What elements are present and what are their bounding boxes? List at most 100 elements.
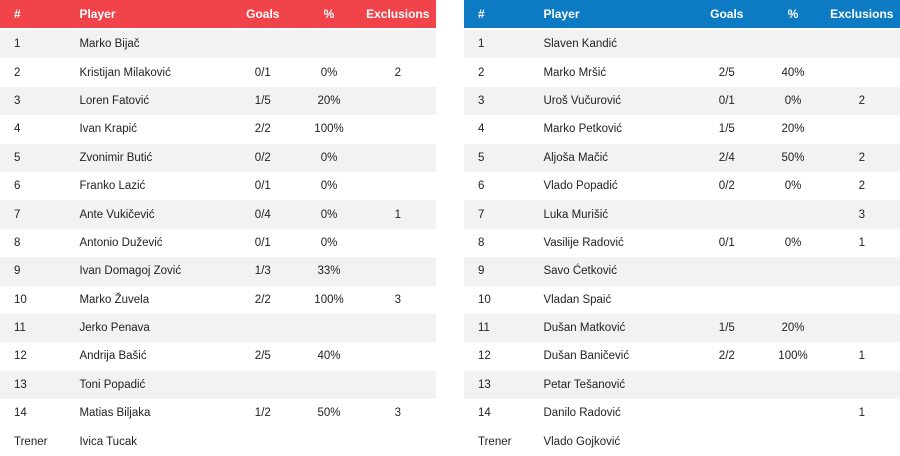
player-name[interactable]: Franko Lazić [79, 171, 228, 201]
away-team-rows: 1 Slaven Kandić 2 Marko Mršić 2/5 40% 3 Uroš Vu… [464, 29, 900, 456]
player-number: 13 [0, 370, 80, 400]
player-percent: 100% [762, 342, 824, 371]
player-goals: 2/5 [227, 342, 299, 371]
player-name[interactable]: Slaven Kandić [543, 29, 692, 59]
player-name[interactable]: Ivan Krapić [79, 115, 228, 144]
player-name[interactable]: Marko Petković [543, 115, 692, 144]
player-number: 7 [0, 200, 80, 229]
player-name[interactable]: Marko Mršić [543, 58, 692, 87]
player-number: 14 [464, 399, 544, 428]
player-name[interactable]: Vlado Popadić [543, 171, 692, 201]
player-name[interactable]: Marko Bijač [79, 29, 228, 59]
header-goals[interactable]: Goals [691, 0, 763, 30]
header-number[interactable]: # [464, 0, 544, 30]
player-goals [691, 285, 763, 314]
player-name[interactable]: Danilo Radović [543, 399, 692, 428]
player-exclusions [823, 115, 900, 144]
player-goals [227, 370, 299, 400]
player-number: 10 [0, 285, 80, 314]
player-name[interactable]: Zvonimir Butić [79, 143, 228, 172]
player-percent [762, 399, 824, 428]
player-name[interactable]: Andrija Bašić [79, 342, 228, 371]
player-name[interactable]: Aljoša Mačić [543, 143, 692, 172]
player-exclusions: 3 [359, 285, 436, 314]
player-name[interactable]: Dušan Baničević [543, 342, 692, 371]
player-name[interactable]: Uroš Vučurović [543, 86, 692, 116]
player-goals: 1/2 [227, 399, 299, 428]
player-name[interactable]: Antonio Dužević [79, 228, 228, 258]
header-player[interactable]: Player [543, 0, 692, 30]
player-percent: 0% [298, 171, 360, 201]
empty-cell [359, 427, 436, 456]
player-number: 2 [464, 58, 544, 87]
table-row: 8 Antonio Dužević 0/1 0% [0, 228, 436, 258]
player-name[interactable]: Ivan Domagoj Zović [79, 257, 228, 286]
player-name[interactable]: Jerko Penava [79, 313, 228, 343]
header-percent[interactable]: % [298, 0, 360, 30]
player-goals [691, 370, 763, 400]
header-goals[interactable]: Goals [227, 0, 299, 30]
player-name[interactable]: Loren Fatović [79, 86, 228, 116]
player-percent: 40% [298, 342, 360, 371]
player-number: 4 [464, 115, 544, 144]
table-row: 12 Dušan Baničević 2/2 100% 1 [464, 342, 900, 371]
header-number[interactable]: # [0, 0, 80, 30]
player-goals: 0/1 [691, 228, 763, 258]
player-exclusions: 1 [823, 228, 900, 258]
player-name[interactable]: Matias Biljaka [79, 399, 228, 428]
table-row: 5 Zvonimir Butić 0/2 0% [0, 143, 436, 172]
player-name[interactable]: Toni Popadić [79, 370, 228, 400]
table-row: 4 Marko Petković 1/5 20% [464, 115, 900, 144]
player-percent: 0% [298, 228, 360, 258]
table-row: 9 Ivan Domagoj Zović 1/3 33% [0, 257, 436, 286]
player-number: 12 [464, 342, 544, 371]
player-goals: 2/5 [691, 58, 763, 87]
player-name[interactable]: Savo Ćetković [543, 257, 692, 286]
player-exclusions: 2 [823, 86, 900, 116]
player-name[interactable]: Marko Žuvela [79, 285, 228, 314]
player-name[interactable]: Petar Tešanović [543, 370, 692, 400]
table-row: 11 Dušan Matković 1/5 20% [464, 313, 900, 343]
player-exclusions: 1 [359, 200, 436, 229]
header-exclusions[interactable]: Exclusions [823, 0, 900, 30]
coach-row: Trener Vlado Gojković [464, 427, 900, 456]
table-row: 12 Andrija Bašić 2/5 40% [0, 342, 436, 371]
player-goals: 0/1 [691, 86, 763, 116]
player-percent [762, 29, 824, 59]
player-name[interactable]: Dušan Matković [543, 313, 692, 343]
header-player[interactable]: Player [79, 0, 228, 30]
player-goals: 0/1 [227, 171, 299, 201]
away-team-table: # Player Goals % Exclusions 1 Slaven Kand… [464, 0, 900, 456]
table-row: 1 Slaven Kandić [464, 29, 900, 59]
table-header-row: # Player Goals % Exclusions [464, 0, 900, 30]
player-name[interactable]: Vladan Spaić [543, 285, 692, 314]
player-goals: 2/2 [227, 115, 299, 144]
player-goals: 1/3 [227, 257, 299, 286]
player-number: 6 [0, 171, 80, 201]
player-exclusions [359, 171, 436, 201]
player-number: 8 [464, 228, 544, 258]
player-exclusions [823, 58, 900, 87]
player-percent: 20% [298, 86, 360, 116]
player-goals [691, 200, 763, 229]
player-goals [227, 313, 299, 343]
header-exclusions[interactable]: Exclusions [359, 0, 436, 30]
player-number: 14 [0, 399, 80, 428]
player-name[interactable]: Kristijan Milaković [79, 58, 228, 87]
player-goals: 2/2 [691, 342, 763, 371]
coach-name[interactable]: Vlado Gojković [543, 427, 692, 456]
player-percent: 100% [298, 285, 360, 314]
player-name[interactable]: Ante Vukičević [79, 200, 228, 229]
player-percent: 0% [298, 200, 360, 229]
player-goals: 0/4 [227, 200, 299, 229]
header-percent[interactable]: % [762, 0, 824, 30]
player-goals: 2/4 [691, 143, 763, 172]
player-goals [691, 399, 763, 428]
player-percent [298, 313, 360, 343]
player-goals: 0/2 [227, 143, 299, 172]
player-name[interactable]: Luka Murišić [543, 200, 692, 229]
table-row: 9 Savo Ćetković [464, 257, 900, 286]
player-name[interactable]: Vasilije Radović [543, 228, 692, 258]
coach-name[interactable]: Ivica Tucak [79, 427, 228, 456]
table-row: 7 Ante Vukičević 0/4 0% 1 [0, 200, 436, 229]
